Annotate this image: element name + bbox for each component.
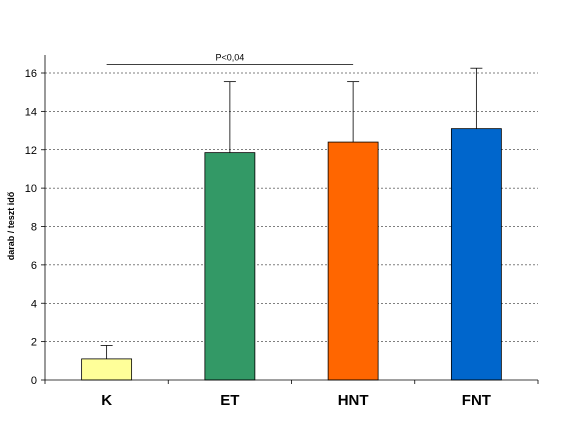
significance-label: P<0,04 <box>215 52 244 62</box>
bar-fnt <box>450 128 502 381</box>
y-tick-label: 8 <box>31 222 37 234</box>
bar-k <box>81 358 133 381</box>
y-tick-labels: 0 2 4 6 8 10 12 14 16 <box>25 68 37 387</box>
y-tick-label: 16 <box>25 68 37 80</box>
y-tick-label: 14 <box>25 106 37 118</box>
y-tick-label: 6 <box>31 260 37 272</box>
y-axis-title: darab / teszt idő <box>6 191 16 260</box>
axes <box>41 55 539 384</box>
bars <box>81 128 502 381</box>
x-category-label: FNT <box>462 392 491 409</box>
y-tick-label: 2 <box>31 337 37 349</box>
x-category-labels: K ET HNT FNT <box>101 392 491 409</box>
x-category-label: HNT <box>338 392 369 409</box>
y-tick-label: 4 <box>31 298 37 310</box>
y-tick-label: 0 <box>31 375 37 387</box>
error-bars <box>100 67 483 359</box>
y-tick-label: 12 <box>25 145 37 157</box>
significance-annotation: P<0,04 <box>106 52 354 65</box>
y-tick-label: 10 <box>25 183 37 195</box>
bar-hnt <box>327 141 379 381</box>
bar-et <box>204 152 256 381</box>
x-category-label: K <box>101 392 112 409</box>
x-category-label: ET <box>220 392 239 409</box>
